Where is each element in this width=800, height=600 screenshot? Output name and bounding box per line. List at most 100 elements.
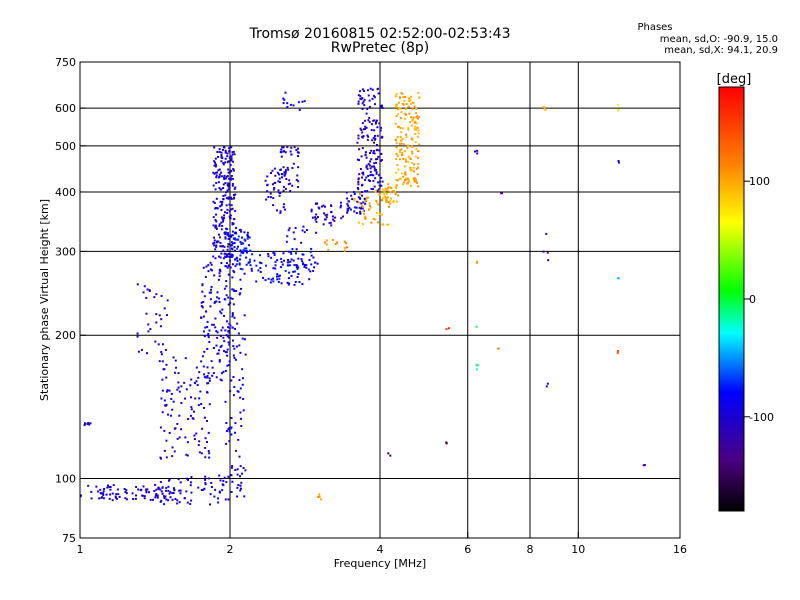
data-point bbox=[219, 378, 222, 381]
data-point bbox=[543, 106, 546, 109]
data-point bbox=[366, 107, 369, 110]
data-point bbox=[202, 488, 205, 491]
data-point bbox=[283, 171, 286, 174]
data-point bbox=[168, 478, 171, 481]
data-point bbox=[270, 278, 273, 281]
data-point bbox=[215, 300, 218, 303]
data-point bbox=[213, 164, 216, 167]
x-axis-label: Frequency [MHz] bbox=[334, 557, 426, 570]
data-point bbox=[399, 177, 402, 180]
data-point bbox=[414, 141, 417, 144]
data-point bbox=[141, 494, 144, 497]
data-point bbox=[179, 492, 182, 495]
data-point bbox=[236, 245, 239, 248]
data-point bbox=[109, 486, 112, 489]
data-point bbox=[225, 320, 228, 323]
data-point bbox=[400, 142, 403, 145]
data-point bbox=[99, 492, 102, 495]
data-point bbox=[231, 207, 234, 210]
data-point bbox=[400, 131, 403, 134]
data-point bbox=[416, 135, 419, 138]
data-point bbox=[368, 164, 371, 167]
data-point bbox=[383, 193, 386, 196]
data-point bbox=[211, 374, 214, 377]
data-point bbox=[396, 125, 399, 128]
data-point bbox=[394, 122, 397, 125]
data-point bbox=[167, 413, 170, 416]
data-point bbox=[355, 206, 358, 209]
data-point bbox=[201, 290, 204, 293]
data-point bbox=[362, 212, 365, 215]
data-point bbox=[395, 114, 398, 117]
data-point bbox=[293, 264, 296, 267]
data-point bbox=[172, 400, 175, 403]
data-point bbox=[361, 97, 364, 100]
data-point bbox=[356, 186, 359, 189]
x-tick-label: 4 bbox=[377, 543, 384, 556]
data-point bbox=[379, 180, 382, 183]
data-point bbox=[411, 162, 414, 165]
data-point bbox=[373, 96, 376, 99]
data-point bbox=[370, 187, 373, 190]
data-point bbox=[411, 101, 414, 104]
data-point bbox=[358, 197, 361, 200]
data-point bbox=[244, 353, 247, 356]
data-point bbox=[239, 396, 242, 399]
data-point bbox=[380, 199, 383, 202]
data-point bbox=[207, 431, 210, 434]
data-point bbox=[546, 382, 549, 385]
data-point bbox=[239, 249, 242, 252]
data-point bbox=[240, 417, 243, 420]
data-point bbox=[410, 145, 413, 148]
data-point bbox=[210, 486, 213, 489]
data-point bbox=[204, 482, 207, 485]
data-point bbox=[245, 247, 248, 250]
data-point bbox=[189, 481, 192, 484]
data-point bbox=[142, 291, 145, 294]
data-point bbox=[297, 166, 300, 169]
data-point bbox=[222, 479, 225, 482]
data-point bbox=[365, 156, 368, 159]
data-point bbox=[234, 237, 237, 240]
data-point bbox=[375, 201, 378, 204]
data-point bbox=[356, 141, 359, 144]
data-point bbox=[357, 180, 360, 183]
data-point bbox=[178, 414, 181, 417]
data-point bbox=[401, 151, 404, 154]
data-point bbox=[278, 274, 281, 277]
data-point bbox=[225, 334, 228, 337]
data-point bbox=[409, 121, 412, 124]
data-point bbox=[238, 263, 241, 266]
data-point bbox=[229, 427, 232, 430]
data-point bbox=[416, 173, 419, 176]
data-point bbox=[220, 175, 223, 178]
data-point bbox=[216, 296, 219, 299]
data-point bbox=[361, 107, 364, 110]
data-point bbox=[289, 189, 292, 192]
data-point bbox=[297, 101, 300, 104]
data-point bbox=[208, 291, 211, 294]
data-point bbox=[273, 253, 276, 256]
data-point bbox=[378, 174, 381, 177]
data-point bbox=[365, 112, 368, 115]
data-point bbox=[227, 243, 230, 246]
data-point bbox=[185, 388, 188, 391]
data-point bbox=[415, 116, 418, 119]
data-point bbox=[238, 258, 241, 261]
data-point bbox=[399, 117, 402, 120]
data-point bbox=[222, 220, 225, 223]
data-point bbox=[232, 345, 235, 348]
data-point bbox=[225, 227, 228, 230]
data-point bbox=[367, 208, 370, 211]
data-point bbox=[207, 334, 210, 337]
data-point bbox=[222, 370, 225, 373]
data-point bbox=[292, 270, 295, 273]
data-point bbox=[282, 206, 285, 209]
data-point bbox=[283, 98, 286, 101]
data-point bbox=[233, 316, 236, 319]
data-point bbox=[290, 146, 293, 149]
data-point bbox=[413, 163, 416, 166]
data-point bbox=[168, 431, 171, 434]
data-point bbox=[407, 181, 410, 184]
data-point bbox=[310, 247, 313, 250]
